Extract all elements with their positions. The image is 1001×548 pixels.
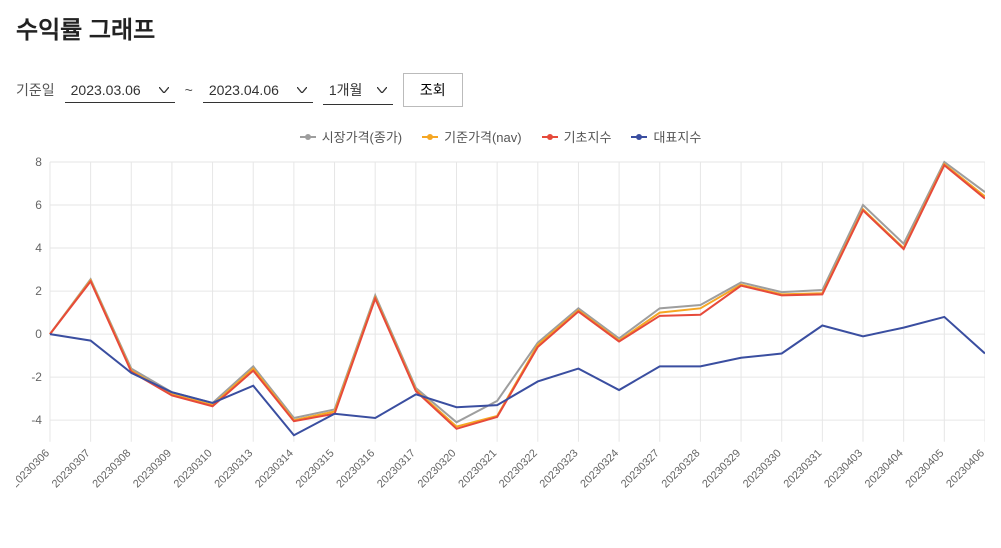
svg-text:-4: -4 xyxy=(31,413,42,427)
chart-legend: 시장가격(종가) 기준가격(nav) 기초지수 대표지수 xyxy=(16,127,985,146)
end-date-select[interactable]: 2023.04.06 xyxy=(203,78,313,103)
svg-text:20230308: 20230308 xyxy=(90,447,133,490)
svg-text:20230406: 20230406 xyxy=(944,447,985,490)
svg-text:20230405: 20230405 xyxy=(903,447,946,490)
svg-text:20230320: 20230320 xyxy=(416,447,459,490)
legend-swatch xyxy=(542,133,558,141)
legend-swatch xyxy=(422,133,438,141)
date-controls: 기준일 2023.03.06 ~ 2023.04.06 1개월 조회 xyxy=(16,73,985,107)
svg-text:20230314: 20230314 xyxy=(253,447,296,490)
svg-text:20230329: 20230329 xyxy=(700,447,743,490)
legend-label: 기준가격(nav) xyxy=(444,127,521,146)
svg-text:20230323: 20230323 xyxy=(538,447,581,490)
svg-text:20230315: 20230315 xyxy=(294,447,337,490)
svg-text:-2: -2 xyxy=(31,370,42,384)
page-title: 수익률 그래프 xyxy=(16,10,985,45)
svg-text:20230330: 20230330 xyxy=(741,447,784,490)
chevron-down-icon xyxy=(297,87,307,93)
legend-item[interactable]: 대표지수 xyxy=(631,127,701,146)
svg-text:20230306: 20230306 xyxy=(16,447,52,490)
svg-text:20230327: 20230327 xyxy=(619,447,662,490)
svg-text:4: 4 xyxy=(35,241,42,255)
period-select[interactable]: 1개월 xyxy=(323,76,393,105)
legend-swatch xyxy=(631,133,647,141)
svg-text:20230310: 20230310 xyxy=(172,447,215,490)
svg-text:20230328: 20230328 xyxy=(660,447,703,490)
svg-text:20230316: 20230316 xyxy=(334,447,377,490)
svg-text:20230403: 20230403 xyxy=(822,447,865,490)
chevron-down-icon xyxy=(377,87,387,93)
svg-text:20230331: 20230331 xyxy=(781,447,824,490)
svg-text:20230309: 20230309 xyxy=(131,447,174,490)
svg-text:20230307: 20230307 xyxy=(50,447,93,490)
start-date-select[interactable]: 2023.03.06 xyxy=(65,78,175,103)
legend-item[interactable]: 시장가격(종가) xyxy=(300,127,402,146)
series-line xyxy=(50,164,985,426)
svg-text:20230404: 20230404 xyxy=(863,447,906,490)
chevron-down-icon xyxy=(159,87,169,93)
svg-text:20230324: 20230324 xyxy=(578,447,621,490)
legend-item[interactable]: 기준가격(nav) xyxy=(422,127,521,146)
svg-text:2: 2 xyxy=(35,284,42,298)
svg-text:20230322: 20230322 xyxy=(497,447,540,490)
legend-label: 기초지수 xyxy=(564,127,612,146)
legend-item[interactable]: 기초지수 xyxy=(542,127,612,146)
yield-chart: -4 -2 0 2 4 6 8 2023030620230307202303082023030… xyxy=(16,152,985,522)
start-date-value: 2023.03.06 xyxy=(71,82,141,98)
svg-text:20230317: 20230317 xyxy=(375,447,418,490)
date-range-separator: ~ xyxy=(185,82,193,98)
legend-swatch xyxy=(300,133,316,141)
legend-label: 시장가격(종가) xyxy=(322,127,402,146)
legend-label: 대표지수 xyxy=(653,127,701,146)
svg-text:8: 8 xyxy=(35,155,42,169)
end-date-value: 2023.04.06 xyxy=(209,82,279,98)
svg-text:20230321: 20230321 xyxy=(456,447,499,490)
svg-text:0: 0 xyxy=(35,327,42,341)
reference-date-label: 기준일 xyxy=(16,80,55,100)
svg-text:6: 6 xyxy=(35,198,42,212)
svg-text:20230313: 20230313 xyxy=(212,447,255,490)
query-button[interactable]: 조회 xyxy=(403,73,463,107)
series-line xyxy=(50,317,985,435)
period-value: 1개월 xyxy=(329,80,363,100)
